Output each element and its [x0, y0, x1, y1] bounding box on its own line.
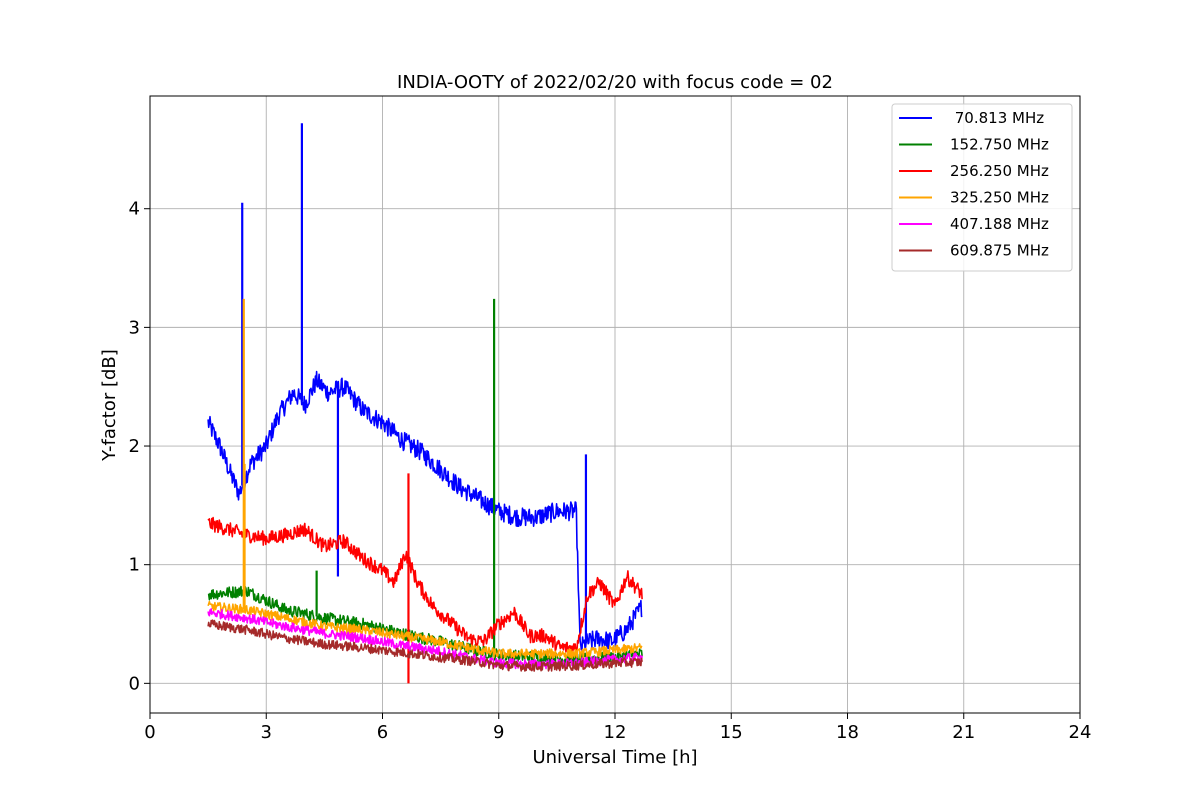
chart-title: INDIA-OOTY of 2022/02/20 with focus code…	[397, 72, 833, 93]
series-line	[207, 608, 643, 670]
x-axis-label: Universal Time [h]	[532, 747, 697, 768]
y-tick-label: 2	[129, 436, 140, 457]
series-line	[207, 516, 643, 656]
x-tick-label: 18	[836, 722, 859, 743]
x-tick-label: 21	[952, 722, 975, 743]
x-tick-label: 24	[1069, 722, 1092, 743]
y-axis-label: Y-factor [dB]	[99, 349, 120, 462]
legend-entry-label: 407.188 MHz	[950, 215, 1049, 233]
series-line	[207, 370, 643, 652]
y-tick-label: 4	[129, 199, 140, 220]
x-tick-label: 0	[144, 722, 155, 743]
y-tick-label: 0	[129, 673, 140, 694]
x-tick-label: 6	[377, 722, 388, 743]
legend-entry-label: 152.750 MHz	[950, 136, 1049, 154]
x-tick-label: 3	[261, 722, 272, 743]
series-4	[207, 608, 643, 670]
plot-series	[207, 123, 643, 684]
series-3	[207, 298, 643, 660]
series-line	[207, 600, 643, 660]
series-2	[207, 473, 643, 684]
legend-entry-label: 256.250 MHz	[950, 162, 1049, 180]
legend-entry-label: 70.813 MHz	[950, 109, 1044, 127]
series-line	[207, 619, 643, 672]
y-tick-label: 1	[129, 555, 140, 576]
series-5	[207, 619, 643, 672]
x-tick-label: 12	[604, 722, 627, 743]
legend-entry-label: 609.875 MHz	[950, 242, 1049, 260]
legend-frame	[891, 103, 1073, 272]
x-tick-label: 9	[493, 722, 504, 743]
legend-entry-label: 325.250 MHz	[950, 189, 1049, 207]
y-tick-label: 3	[129, 317, 140, 338]
legend: 70.813 MHz 152.750 MHz 256.250 MHz 325.250 …	[891, 103, 1073, 272]
x-tick-label: 15	[720, 722, 743, 743]
